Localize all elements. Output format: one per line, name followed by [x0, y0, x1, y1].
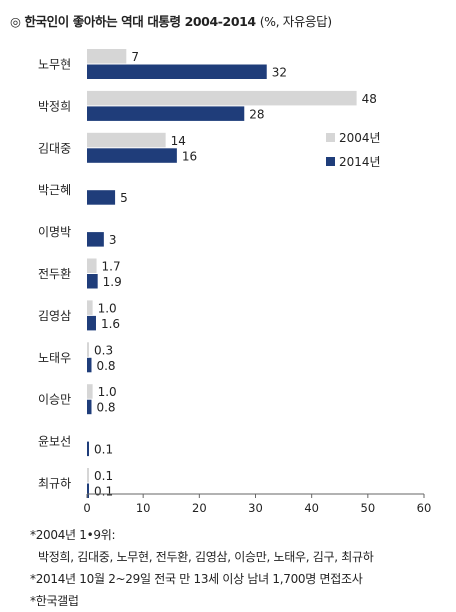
category-label: 박정희: [38, 99, 71, 113]
data-label: 7: [131, 50, 139, 64]
data-label: 1.9: [103, 275, 122, 289]
note-2004-rank: *2004년 1•9위:: [30, 528, 116, 542]
category-label: 노무현: [38, 58, 71, 72]
category-label: 김영삼: [38, 309, 71, 323]
bar-2014: [87, 190, 116, 205]
note-survey: *2014년 10월 2~29일 전국 만 13세 이상 남녀 1,700명 면…: [30, 572, 363, 586]
legend-label: 2004년: [339, 131, 381, 145]
data-label: 1.7: [102, 260, 121, 274]
x-tick-label: 0: [83, 501, 90, 515]
bar-2014: [87, 357, 92, 373]
bar-2004: [87, 342, 89, 357]
data-label: 1.6: [101, 317, 120, 331]
category-label: 노태우: [38, 351, 71, 365]
bar-2004: [87, 90, 357, 106]
bar-2004: [87, 132, 166, 148]
bar-2004: [87, 258, 97, 273]
data-label: 0.1: [94, 443, 113, 457]
category-label: 박근혜: [38, 183, 71, 197]
data-label: 16: [182, 149, 197, 163]
data-label: 1.0: [98, 301, 117, 315]
data-label: 14: [171, 134, 186, 148]
legend-label: 2014년: [339, 155, 381, 169]
category-label: 윤보선: [38, 435, 71, 449]
data-label: 28: [249, 107, 264, 121]
data-label: 0.8: [96, 401, 115, 415]
note-source: *한국갤럽: [30, 594, 79, 608]
bar-2004: [87, 384, 93, 399]
data-label: 3: [109, 233, 117, 247]
bar-2004: [87, 468, 89, 483]
bar-2004: [87, 49, 127, 64]
data-label: 0.1: [94, 485, 113, 499]
bar-2014: [87, 315, 96, 331]
legend-swatch-2014: [326, 157, 335, 166]
x-tick-label: 30: [248, 501, 263, 515]
legend-swatch-2004: [326, 133, 335, 142]
x-tick-label: 40: [304, 501, 319, 515]
data-label: 48: [362, 92, 377, 106]
category-label: 이명박: [38, 225, 71, 239]
footnotes: *2004년 1•9위: 박정희, 김대중, 노무현, 전두환, 김영삼, 이승…: [30, 524, 374, 612]
data-label: 0.1: [94, 469, 113, 483]
x-tick-label: 20: [192, 501, 207, 515]
title-main: ◎ 한국인이 좋아하는 역대 대통령 2004-2014: [10, 14, 256, 29]
bar-2004: [87, 300, 93, 315]
note-2004-list: 박정희, 김대중, 노무현, 전두환, 김영삼, 이승만, 노태우, 김구, 최…: [38, 550, 374, 564]
title-unit: (%, 자유응답): [259, 14, 332, 29]
category-label: 이승만: [38, 393, 71, 407]
data-label: 1.0: [98, 385, 117, 399]
data-label: 0.8: [96, 359, 115, 373]
bar-2014: [87, 232, 104, 247]
data-label: 0.3: [94, 343, 113, 357]
category-label: 김대중: [38, 141, 71, 155]
data-label: 32: [272, 66, 287, 80]
x-tick-label: 60: [417, 501, 432, 515]
bar-2014: [87, 106, 245, 121]
x-tick-label: 50: [361, 501, 376, 515]
bar-2014: [87, 64, 267, 79]
bar-2014: [87, 148, 177, 163]
bar-2014: [87, 483, 89, 498]
bar-2014: [87, 441, 89, 457]
bar-2014: [87, 399, 92, 415]
x-tick-label: 10: [136, 501, 151, 515]
category-label: 전두환: [38, 267, 71, 281]
data-label: 5: [120, 191, 128, 205]
chart-title: ◎ 한국인이 좋아하는 역대 대통령 2004-2014 (%, 자유응답): [10, 11, 332, 30]
bar-2014: [87, 274, 98, 289]
category-label: 최규하: [38, 477, 71, 491]
